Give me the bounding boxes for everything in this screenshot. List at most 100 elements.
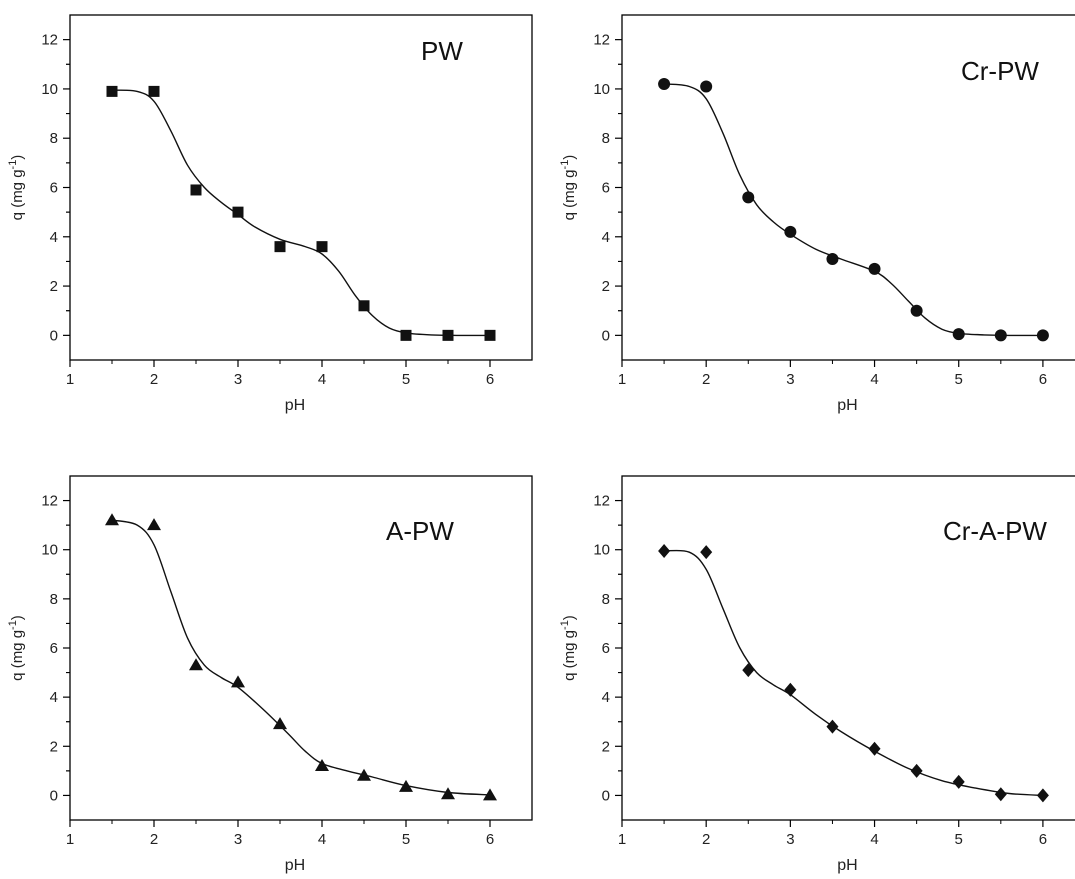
data-point — [1037, 329, 1049, 341]
data-point — [149, 86, 160, 97]
y-axis-label-main: q (mg g — [561, 630, 578, 681]
fit-curve — [112, 520, 490, 795]
y-tick-label: 0 — [50, 787, 58, 804]
data-point — [784, 683, 796, 697]
y-tick-label: 8 — [602, 130, 610, 147]
y-tick-label: 12 — [41, 493, 58, 510]
fit-curve — [664, 84, 1043, 335]
y-axis-label-sup: -1 — [7, 160, 19, 170]
data-point — [700, 545, 712, 559]
plot-frame — [70, 15, 532, 360]
y-tick-label: 4 — [50, 229, 58, 246]
y-tick-label: 4 — [602, 689, 610, 706]
data-point — [784, 226, 796, 238]
y-tick-label: 2 — [602, 278, 610, 295]
y-tick-label: 2 — [602, 738, 610, 755]
y-axis-label-main: q (mg g — [561, 169, 578, 220]
x-tick-label: 4 — [870, 831, 878, 848]
y-tick-label: 10 — [41, 81, 58, 98]
y-axis-label-close: ) — [561, 155, 578, 160]
x-tick-label: 4 — [318, 371, 326, 388]
x-tick-label: 4 — [318, 831, 326, 848]
y-tick-label: 4 — [50, 689, 58, 706]
x-tick-label: 1 — [618, 371, 626, 388]
data-point — [995, 329, 1007, 341]
panel-title: A-PW — [386, 516, 454, 546]
y-tick-label: 6 — [50, 180, 58, 197]
y-axis-label: q (mg g-1) — [7, 155, 26, 221]
fit-curve — [112, 90, 490, 335]
panel-title: Cr-PW — [961, 56, 1039, 86]
data-point — [401, 330, 412, 341]
x-tick-label: 2 — [150, 831, 158, 848]
x-tick-label: 1 — [618, 831, 626, 848]
x-tick-label: 3 — [234, 831, 242, 848]
data-point — [443, 330, 454, 341]
data-point — [742, 191, 754, 203]
data-point — [233, 207, 244, 218]
x-tick-label: 1 — [66, 371, 74, 388]
data-point — [658, 78, 670, 90]
x-tick-label: 5 — [955, 371, 963, 388]
x-tick-label: 4 — [870, 371, 878, 388]
x-tick-label: 6 — [486, 371, 494, 388]
x-axis-label: pH — [285, 397, 305, 414]
y-tick-label: 0 — [602, 327, 610, 344]
y-tick-label: 4 — [602, 229, 610, 246]
data-point — [700, 80, 712, 92]
y-axis-label-close: ) — [9, 155, 26, 160]
x-axis-label: pH — [285, 857, 305, 874]
data-point — [399, 780, 413, 792]
x-tick-label: 6 — [1039, 831, 1047, 848]
x-tick-label: 5 — [402, 831, 410, 848]
x-tick-label: 1 — [66, 831, 74, 848]
x-tick-label: 2 — [150, 371, 158, 388]
data-point — [231, 675, 245, 687]
y-axis-label-main: q (mg g — [9, 630, 26, 681]
y-axis-label: q (mg g-1) — [559, 155, 578, 221]
data-point — [869, 263, 881, 275]
y-tick-label: 10 — [41, 542, 58, 559]
y-axis-label: q (mg g-1) — [559, 615, 578, 681]
y-tick-label: 6 — [602, 640, 610, 657]
y-tick-label: 6 — [50, 640, 58, 657]
y-axis-label-close: ) — [9, 615, 26, 620]
y-tick-label: 0 — [50, 327, 58, 344]
x-tick-label: 2 — [702, 831, 710, 848]
y-axis-label-sup: -1 — [559, 620, 571, 630]
y-axis-label-main: q (mg g — [9, 169, 26, 220]
data-point — [147, 518, 161, 530]
y-axis-label-close: ) — [561, 615, 578, 620]
panel-title: PW — [421, 36, 463, 66]
data-point — [995, 787, 1007, 801]
fit-curve — [664, 550, 1043, 795]
data-point — [275, 241, 286, 252]
x-tick-label: 2 — [702, 371, 710, 388]
data-point — [357, 769, 371, 781]
x-tick-label: 3 — [234, 371, 242, 388]
data-point — [191, 184, 202, 195]
data-point — [105, 513, 119, 525]
y-tick-label: 12 — [593, 32, 610, 49]
y-axis-label-sup: -1 — [7, 620, 19, 630]
y-tick-label: 0 — [602, 787, 610, 804]
data-point — [107, 86, 118, 97]
data-point — [273, 717, 287, 729]
data-point — [911, 764, 923, 778]
y-axis-label-sup: -1 — [559, 160, 571, 170]
data-point — [911, 305, 923, 317]
y-tick-label: 6 — [602, 180, 610, 197]
data-point — [485, 330, 496, 341]
y-tick-label: 2 — [50, 278, 58, 295]
y-tick-label: 8 — [50, 591, 58, 608]
y-axis-label: q (mg g-1) — [7, 615, 26, 681]
data-point — [953, 328, 965, 340]
y-tick-label: 12 — [41, 32, 58, 49]
data-point — [317, 241, 328, 252]
data-point — [359, 300, 370, 311]
